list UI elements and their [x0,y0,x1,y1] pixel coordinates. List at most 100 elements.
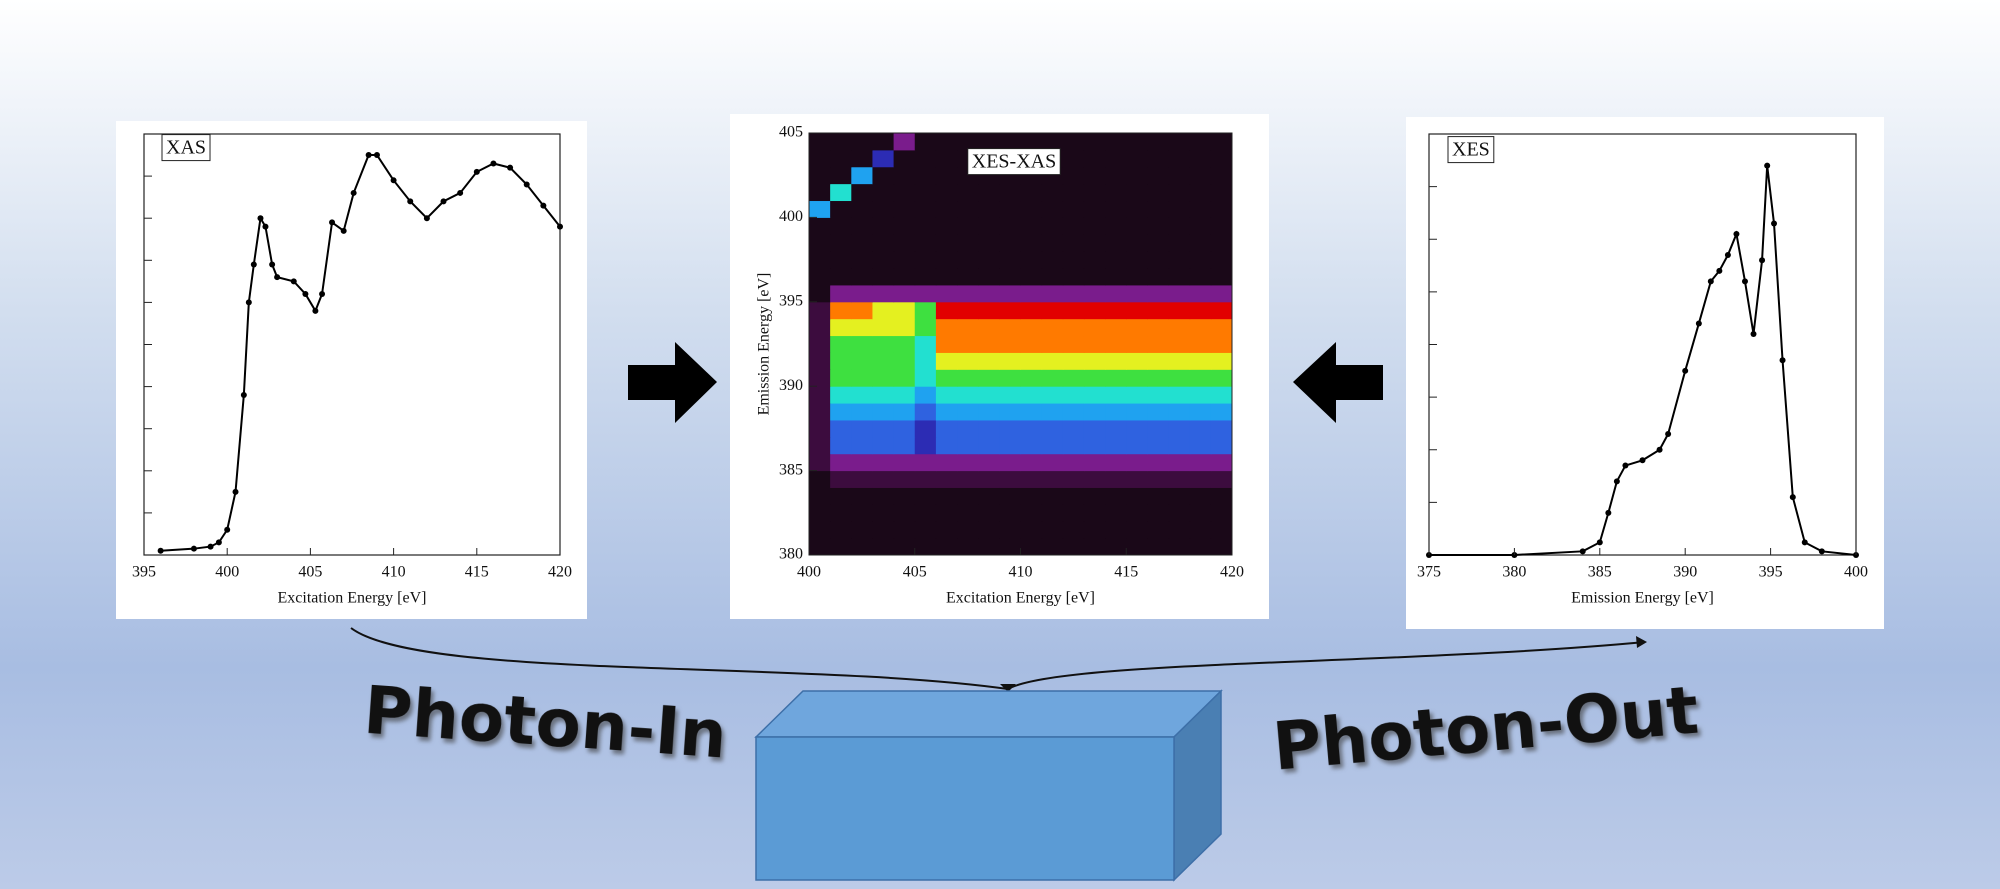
heatmap-cell [1189,183,1212,202]
x-tick-label: 400 [797,564,821,581]
heatmap-cell [999,436,1021,455]
heatmap-cell [893,251,916,269]
heatmap-cell [999,521,1021,539]
heatmap-cell [809,234,831,252]
data-point [1801,539,1808,546]
heatmap-cell [978,234,1000,252]
heatmap-cell [1083,386,1106,404]
heatmap-cell [1126,453,1148,472]
data-point [329,219,336,226]
heatmap-cell [1041,436,1064,455]
heatmap-cell [893,318,916,337]
heatmap-cell [999,301,1021,320]
data-point [490,160,497,167]
heatmap-cell [1210,251,1233,269]
heatmap-cell [1189,521,1212,539]
heatmap-cell [978,133,1000,151]
heatmap-cell [1020,133,1043,151]
heatmap-cell [935,487,958,505]
heatmap-cell [1041,386,1064,404]
heatmap-cell [1083,335,1106,353]
curve-out [1007,641,1646,690]
heatmap-cell [851,234,873,252]
heatmap-cell [978,335,1000,353]
heatmap-cell [1041,234,1064,252]
heatmap-cell [872,284,895,303]
heatmap-cell [1147,352,1170,370]
heatmap-cell [935,504,958,522]
heatmap-cell [1041,521,1064,539]
heatmap-cell [1168,133,1191,151]
heatmap-cell [1168,183,1191,202]
heatmap-cell [893,419,916,438]
heatmap-cell [957,301,979,320]
data-point [1764,162,1771,169]
heatmap-cell [935,301,958,320]
heatmap-cell [872,268,895,286]
heatmap-cell [1189,419,1212,438]
arrow-left [1293,342,1383,423]
heatmap-cell [1105,234,1127,252]
heatmap-cell [893,200,916,218]
heatmap-cell [1168,487,1191,505]
heatmap-cell [830,419,852,438]
y-tick-label: 385 [779,461,803,478]
heatmap-cell [809,268,831,286]
heatmap-cell [830,521,852,539]
heatmap-cell [1105,217,1127,235]
heatmap-cell [1147,470,1170,488]
data-point [1695,320,1702,327]
heatmap-cell [1147,504,1170,522]
data-point [440,198,447,205]
heatmap-cell [1126,386,1148,404]
heatmap-cell [935,386,958,404]
heatmap-cell [1020,436,1043,455]
heatmap-cell [1189,352,1212,370]
heatmap-cell [1062,133,1085,151]
heatmap-cell [872,217,895,235]
heatmap-cell [1105,149,1127,168]
heatmap-cell [1126,470,1148,488]
heatmap-cell [914,470,937,488]
heatmap-cell [830,335,852,353]
heatmap-cell [830,386,852,404]
heatmap-cell [999,453,1021,472]
heatmap-cell [872,335,895,353]
x-tick-label: 385 [1588,564,1612,581]
heatmap-cell [1105,200,1127,218]
x-tick-label: 375 [1417,564,1441,581]
heatmap-cell [957,386,979,404]
heatmap-cell [1105,470,1127,488]
heatmap-cell [914,149,937,168]
heatmap-cell [999,335,1021,353]
heatmap-cell [935,217,958,235]
heatmap-cell [957,504,979,522]
heatmap-cell [893,369,916,387]
heatmap-cell [978,538,1000,556]
heatmap-cell [978,284,1000,303]
heatmap-cell [1126,335,1148,353]
heatmap-cell [914,166,937,185]
heatmap-cell [830,268,852,286]
heatmap-cell [1105,133,1127,151]
data-point [1818,548,1825,555]
heatmap-cell [830,217,852,235]
heatmap-cell [1126,419,1148,438]
heatmap-cell [1062,335,1085,353]
heatmap-cell [957,284,979,303]
heatmap-cell [1041,284,1064,303]
heatmap-cell [1126,284,1148,303]
heatmap-cell [1041,318,1064,337]
heatmap-cell [809,200,831,218]
heatmap-cell [872,318,895,337]
heatmap-cell [1168,504,1191,522]
heatmap-cell [809,318,831,337]
heatmap-cell [1083,183,1106,202]
heatmap-cell [1210,538,1233,556]
data-point [1622,462,1629,469]
heatmap-cell [851,335,873,353]
x-axis-label: Excitation Energy [eV] [278,590,427,607]
heatmap-cell [809,133,831,151]
heatmap-cell [914,453,937,472]
heatmap-cell [1147,453,1170,472]
